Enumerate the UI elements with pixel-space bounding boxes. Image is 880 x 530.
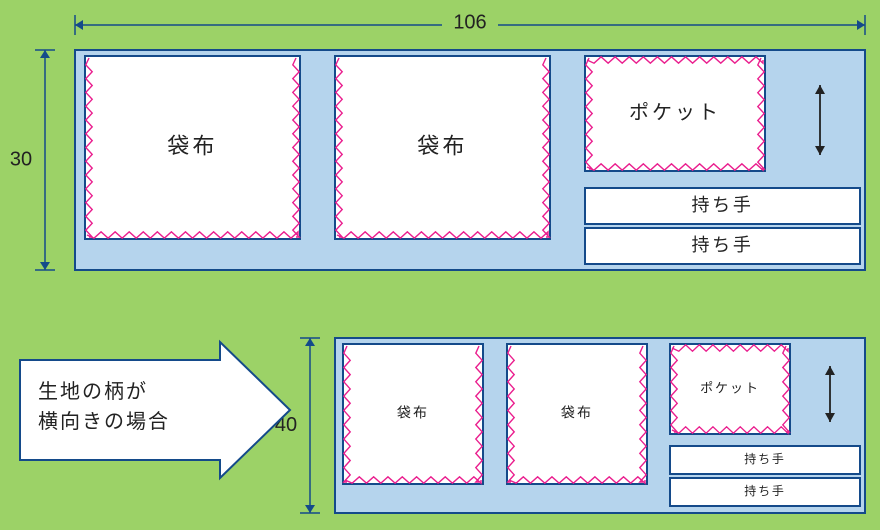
piece-label: 袋布 [417,133,468,158]
piece-label: ポケット [629,101,721,124]
layout-bottom: 袋布袋布ポケット持ち手持ち手 [335,338,865,513]
piece-label: 持ち手 [691,235,753,255]
dim-width-label: 106 [453,11,486,33]
cutting-layout-diagram: 10610630袋布袋布ポケット持ち手持ち手袋布袋布ポケット持ち手持ち手40生地… [0,0,880,530]
arrow-text-line: 横向きの場合 [38,410,170,433]
piece-handle1: 持ち手 [585,188,860,224]
piece-bag1: 袋布 [85,56,300,239]
piece-label: 持ち手 [691,195,753,215]
piece-handle2: 持ち手 [585,228,860,264]
piece-label: 袋布 [397,405,429,421]
dim-height-top-label: 30 [10,148,32,170]
piece-handle1: 持ち手 [670,446,860,474]
piece-label: 袋布 [167,133,218,158]
piece-handle2: 持ち手 [670,478,860,506]
piece-bag2: 袋布 [507,344,647,484]
piece-label: 持ち手 [744,451,785,466]
piece-pocket: ポケット [670,344,790,434]
piece-label: 持ち手 [744,483,785,498]
piece-pocket: ポケット [585,56,765,171]
layout-top: 袋布袋布ポケット持ち手持ち手 [75,50,865,270]
piece-bag2: 袋布 [335,56,550,239]
arrow-text-line: 生地の柄が [38,380,148,403]
piece-bag1: 袋布 [343,344,483,484]
piece-label: ポケット [700,380,760,395]
piece-label: 袋布 [561,405,593,421]
